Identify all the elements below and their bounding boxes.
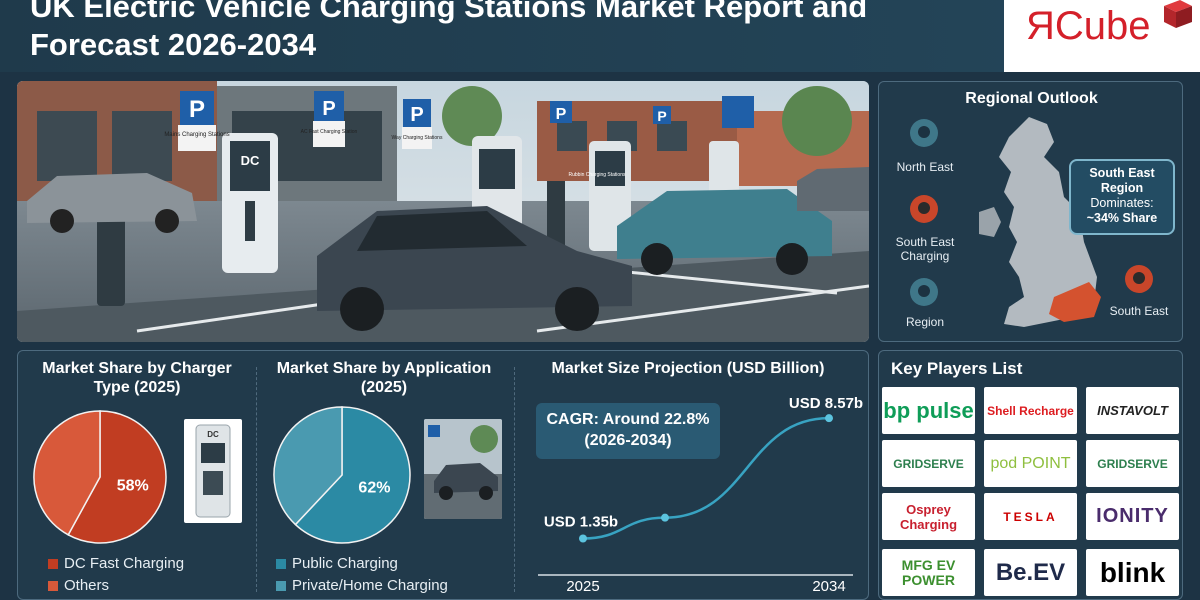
legend-others: Others <box>48 577 109 594</box>
charger-type-pie: 58% <box>33 410 167 544</box>
regional-outlook-panel: Regional Outlook South East Region Domin… <box>878 81 1183 342</box>
legend-swatch <box>48 558 58 569</box>
map-pin-icon <box>910 278 938 306</box>
start-value-label: USD 1.35b <box>544 514 618 531</box>
logo-text: ЯCube <box>1026 4 1151 48</box>
charger-type-pie-slice-0 <box>67 410 167 544</box>
parking-sign-5: P <box>657 108 666 124</box>
charger-type-pie-slice-1 <box>33 410 101 536</box>
cube-icon <box>1164 0 1192 28</box>
x-tick-label-1: 2034 <box>812 578 845 595</box>
rcube-logo[interactable]: ЯCube <box>1004 0 1200 72</box>
application-pie-slice-0 <box>294 406 411 544</box>
legend-swatch <box>276 558 286 569</box>
regional-title: Regional Outlook <box>965 90 1098 107</box>
pin-label-south-east: South East <box>1109 304 1169 318</box>
market-size-line-chart: USD 1.35b USD 8.57b 2025 2034 <box>538 395 863 595</box>
parking-sign-4: P <box>556 106 567 123</box>
projection-title: Market Size Projection (USD Billion) <box>551 360 825 377</box>
logo-ionity[interactable]: IONITY <box>1086 493 1179 540</box>
legend-private: Private/Home Charging <box>276 577 448 594</box>
parking-sign-1: P <box>189 96 205 123</box>
map-pin-icon <box>910 119 938 147</box>
callout-line1: South East <box>1089 166 1155 180</box>
logo-blink[interactable]: blink <box>1086 549 1179 596</box>
key-players-panel: Key Players List bp pulse Shell Recharge… <box>878 350 1183 600</box>
application-pie-slice-1 <box>273 406 343 526</box>
map-pin-icon <box>1125 265 1153 293</box>
logo-bp-pulse[interactable]: bp pulse <box>882 387 975 434</box>
projection-point-2 <box>825 414 833 423</box>
projection-line <box>582 416 830 540</box>
parked-car-icon <box>424 419 502 519</box>
logo-instavolt[interactable]: INSTAVOLT <box>1086 387 1179 434</box>
logo-gridserve[interactable]: GRIDSERVE <box>882 440 975 487</box>
legend-label: Public Charging <box>292 555 398 572</box>
map-pin-icon <box>910 195 938 223</box>
pin-label-region: Region <box>905 315 945 329</box>
pin-label-north-east: North East <box>896 160 954 174</box>
logo-shell-recharge[interactable]: Shell Recharge <box>984 387 1077 434</box>
logo-mfg[interactable]: MFG EV POWER <box>882 549 975 596</box>
south-east-callout: South East Region Dominates: ~34% Share <box>1069 159 1175 235</box>
callout-line3: Dominates: <box>1090 196 1154 210</box>
cagr-line1: CAGR: Around 22.8% <box>546 411 710 428</box>
charger-type-pie-value-label: 58% <box>117 477 149 494</box>
dc-charger-icon: DC <box>195 424 231 518</box>
application-pie: 62% <box>273 406 411 544</box>
uk-map <box>979 117 1101 327</box>
hero-charging-scene: P P P P P Mains Charging Stations AC Fas… <box>17 81 869 342</box>
divider <box>256 367 257 592</box>
legend-public: Public Charging <box>276 555 398 572</box>
sign-text-3: Way Charging Stations <box>392 135 443 141</box>
parking-sign-3: P <box>410 104 423 126</box>
x-tick-label-0: 2025 <box>566 578 599 595</box>
cagr-line2: (2026-2034) <box>584 432 672 449</box>
sign-text-2: AC Fast Charging Station <box>301 129 358 135</box>
logo-osprey[interactable]: Osprey Charging <box>882 493 975 540</box>
sign-text-4: Rubbin Charging Stations <box>569 172 626 178</box>
parking-thumbnail <box>424 419 502 519</box>
charger-type-title: Market Share by Charger Type (2025) <box>42 360 232 396</box>
market-charts-panel: Market Share by Charger Type (2025) 58% … <box>17 350 869 600</box>
cagr-box: CAGR: Around 22.8% (2026-2034) <box>536 403 720 459</box>
projection-point-1 <box>661 513 669 522</box>
logo-be-ev[interactable]: Be.EV <box>984 549 1077 596</box>
charger-thumb-label: DC <box>207 430 219 439</box>
charging-station-illustration: P P P P P Mains Charging Stations AC Fas… <box>17 81 869 342</box>
callout-line2: Region <box>1100 181 1144 195</box>
charger-label: DC <box>241 153 260 168</box>
legend-label: Others <box>64 577 110 594</box>
logo-gridserve-2[interactable]: GRIDSERVE <box>1086 440 1179 487</box>
legend-swatch <box>48 580 58 591</box>
legend-label: DC Fast Charging <box>64 555 185 572</box>
players-title: Key Players List <box>891 359 1023 378</box>
legend-dc-fast: DC Fast Charging <box>48 555 184 572</box>
dc-charger-thumbnail: DC <box>184 419 242 523</box>
divider <box>514 367 515 592</box>
pin-label-south-east-charging: South East Charging <box>895 235 955 263</box>
legend-label: Private/Home Charging <box>292 577 448 594</box>
logo-tesla[interactable]: TESLA <box>984 493 1077 540</box>
callout-line4: ~34% Share <box>1086 211 1158 225</box>
legend-swatch <box>276 580 286 591</box>
header-bar: UK Electric Vehicle Charging Stations Ma… <box>0 0 1200 72</box>
parking-sign-2: P <box>322 98 335 120</box>
projection-point-0 <box>579 534 587 543</box>
logo-pod-point[interactable]: pod POINT <box>984 440 1077 487</box>
application-title: Market Share by Application (2025) <box>276 360 492 396</box>
sign-text-1: Mains Charging Stations <box>164 132 229 138</box>
page-title: UK Electric Vehicle Charging Stations Ma… <box>30 0 868 62</box>
end-value-label: USD 8.57b <box>789 395 863 412</box>
application-pie-value-label: 62% <box>358 479 390 496</box>
